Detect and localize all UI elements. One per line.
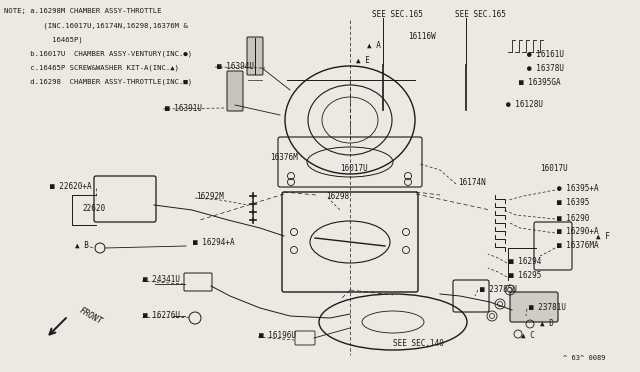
Text: ■ 24341U: ■ 24341U <box>143 276 180 285</box>
Text: ■ 16276U: ■ 16276U <box>143 311 180 321</box>
Text: ■ 16394U: ■ 16394U <box>217 61 254 71</box>
Text: ■ 16391U: ■ 16391U <box>165 103 202 112</box>
Text: ■ 16395: ■ 16395 <box>557 198 589 206</box>
Text: ■ 16395GA: ■ 16395GA <box>519 77 561 87</box>
Text: 16174N: 16174N <box>458 177 486 186</box>
Text: 16298: 16298 <box>326 192 349 201</box>
Text: ▲ A: ▲ A <box>367 41 381 49</box>
Text: ■ 16294+A: ■ 16294+A <box>193 237 235 247</box>
Text: 16017U: 16017U <box>540 164 568 173</box>
Text: 22620: 22620 <box>82 203 105 212</box>
Text: FRONT: FRONT <box>78 306 104 326</box>
Text: ■ 16294: ■ 16294 <box>509 257 541 266</box>
FancyBboxPatch shape <box>247 37 263 75</box>
Text: 16292M: 16292M <box>196 192 224 201</box>
FancyBboxPatch shape <box>227 71 243 111</box>
Text: ■ 23785U: ■ 23785U <box>480 285 517 295</box>
Text: SEE SEC.140: SEE SEC.140 <box>393 340 444 349</box>
Text: ■ 23781U: ■ 23781U <box>529 304 566 312</box>
Text: c.16465P SCREW&WASHER KIT-A(INC.▲): c.16465P SCREW&WASHER KIT-A(INC.▲) <box>4 64 179 71</box>
Text: ■ 16376MA: ■ 16376MA <box>557 241 598 250</box>
Text: ● 16161U: ● 16161U <box>527 49 564 58</box>
Text: ■ 22620+A: ■ 22620+A <box>50 182 92 190</box>
Text: ▲ F: ▲ F <box>596 231 610 241</box>
Text: ■ 16196U: ■ 16196U <box>259 331 296 340</box>
Text: ■ 16295: ■ 16295 <box>509 272 541 280</box>
Text: ▲ D: ▲ D <box>540 318 554 327</box>
Text: ▲ C: ▲ C <box>521 330 535 340</box>
Text: 16017U: 16017U <box>340 164 368 173</box>
Text: SEE SEC.165: SEE SEC.165 <box>455 10 506 19</box>
Text: 16116W: 16116W <box>408 32 436 41</box>
Text: 16376M: 16376M <box>270 153 298 161</box>
Text: SEE SEC.165: SEE SEC.165 <box>372 10 423 19</box>
Text: ▲ E: ▲ E <box>356 55 370 64</box>
Text: ▲ B: ▲ B <box>75 241 89 250</box>
Text: 16465P): 16465P) <box>4 36 83 42</box>
FancyBboxPatch shape <box>510 292 558 322</box>
Text: ● 16395+A: ● 16395+A <box>557 183 598 192</box>
Text: (INC.16017U,16174N,16298,16376M &: (INC.16017U,16174N,16298,16376M & <box>4 22 188 29</box>
Text: NOTE; a.16298M CHAMBER ASSY-THROTTLE: NOTE; a.16298M CHAMBER ASSY-THROTTLE <box>4 8 161 14</box>
Text: ■ 16290+A: ■ 16290+A <box>557 227 598 235</box>
Text: ■ 16290: ■ 16290 <box>557 214 589 222</box>
Text: ● 16128U: ● 16128U <box>506 99 543 109</box>
Text: ● 16378U: ● 16378U <box>527 64 564 73</box>
Text: d.16298  CHAMBER ASSY-THROTTLE(INC.■): d.16298 CHAMBER ASSY-THROTTLE(INC.■) <box>4 78 192 84</box>
Text: b.16017U  CHAMBER ASSY-VENTURY(INC.●): b.16017U CHAMBER ASSY-VENTURY(INC.●) <box>4 50 192 57</box>
Text: ^ 63^ 0089: ^ 63^ 0089 <box>563 355 605 361</box>
